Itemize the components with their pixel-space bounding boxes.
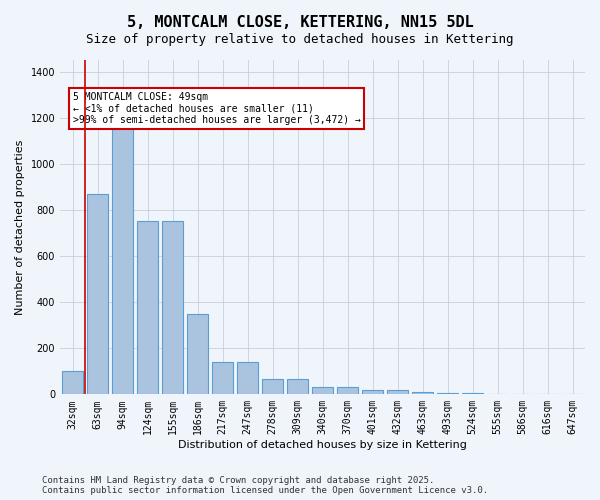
Bar (337, 388, 358, 394)
Bar (262, 380, 283, 394)
Bar (87, 194, 108, 394)
Bar (237, 362, 258, 394)
Bar (412, 392, 433, 394)
Bar (362, 390, 383, 394)
Bar (312, 388, 333, 394)
Bar (137, 222, 158, 394)
Bar (287, 380, 308, 394)
Bar (212, 362, 233, 394)
Y-axis label: Number of detached properties: Number of detached properties (15, 140, 25, 315)
Text: 5, MONTCALM CLOSE, KETTERING, NN15 5DL: 5, MONTCALM CLOSE, KETTERING, NN15 5DL (127, 15, 473, 30)
Text: 5 MONTCALM CLOSE: 49sqm
← <1% of detached houses are smaller (11)
>99% of semi-d: 5 MONTCALM CLOSE: 49sqm ← <1% of detache… (73, 92, 361, 126)
Bar (162, 222, 183, 394)
Bar (387, 390, 408, 394)
Bar (187, 314, 208, 394)
Bar (437, 393, 458, 394)
Text: Contains HM Land Registry data © Crown copyright and database right 2025.
Contai: Contains HM Land Registry data © Crown c… (42, 476, 488, 495)
Bar (62, 372, 83, 394)
Bar (112, 128, 133, 394)
Bar (462, 393, 483, 394)
Text: Size of property relative to detached houses in Kettering: Size of property relative to detached ho… (86, 32, 514, 46)
X-axis label: Distribution of detached houses by size in Kettering: Distribution of detached houses by size … (178, 440, 467, 450)
